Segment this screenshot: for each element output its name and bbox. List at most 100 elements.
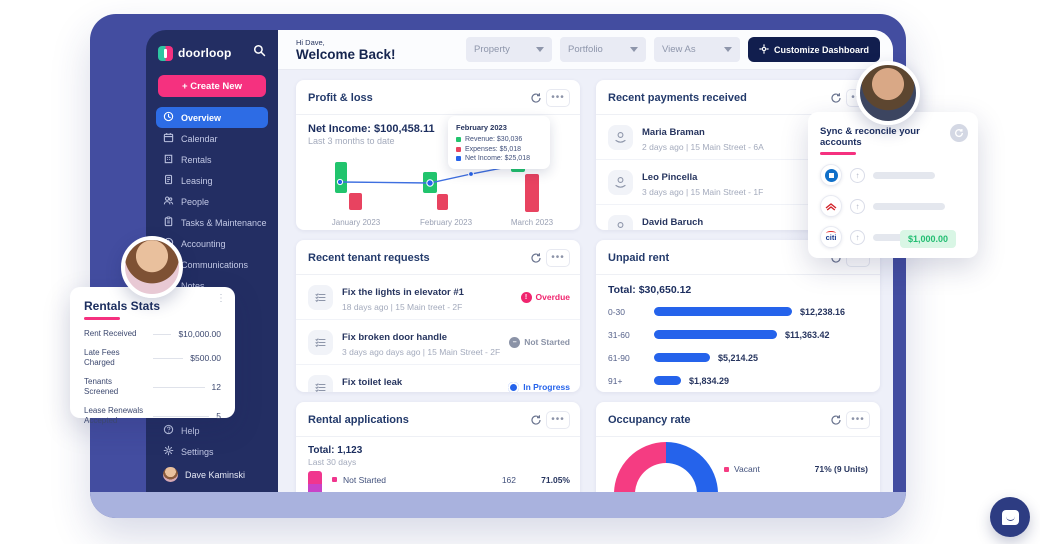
more-options-button[interactable]: ⋮ [216, 293, 226, 304]
sidebar-user[interactable]: Dave Kaminski [156, 462, 268, 484]
unpaid-rent-row: 31-60 $11,363.42 [608, 329, 830, 340]
payment-detail: 2 days ago | 15 Main Street - 6A [642, 142, 764, 152]
applications-stacked-bar [308, 471, 322, 492]
not-started-icon: – [509, 336, 521, 348]
request-row[interactable]: Fix broken door handle 3 days ago days ag… [296, 320, 580, 365]
payment-row[interactable]: Leo Pincella 3 days ago | 15 Main Street … [596, 160, 880, 205]
refresh-icon[interactable] [526, 411, 546, 429]
sync-popup-title: Sync & reconcile your accounts [820, 126, 920, 148]
chat-widget-button[interactable] [990, 497, 1030, 537]
request-detail: 18 days ago | 15 Main treet - 2F [342, 302, 463, 312]
overview-icon [163, 111, 174, 124]
greeting: Hi Dave, Welcome Back! [296, 38, 396, 62]
main-content: Hi Dave, Welcome Back! Property Portfoli… [278, 30, 893, 492]
people-icon [163, 195, 174, 208]
checklist-icon [308, 374, 333, 392]
more-options-button[interactable]: ••• [546, 89, 570, 107]
x-label: February 2023 [419, 218, 473, 227]
rentals-stats-title: Rentals Stats [84, 299, 161, 313]
legend-row: Vacant 71% (9 Units) [724, 464, 868, 474]
top-bar: Hi Dave, Welcome Back! Property Portfoli… [278, 30, 893, 70]
applications-total: Total: 1,123 [308, 445, 363, 456]
sidebar-item-settings[interactable]: Settings [156, 441, 268, 462]
property-filter-dropdown[interactable]: Property [465, 37, 552, 62]
sync-reconcile-popup: Sync & reconcile your accounts ↑ ↑ citi … [808, 112, 978, 258]
chat-icon [1001, 509, 1019, 525]
sidebar-item-tasks[interactable]: Tasks & Maintenance [156, 212, 268, 233]
overdue-icon: ! [520, 291, 532, 303]
payment-icon [608, 124, 633, 150]
sidebar-item-people[interactable]: People [156, 191, 268, 212]
card-title: Unpaid rent [608, 252, 670, 264]
sync-refresh-button[interactable] [950, 124, 968, 142]
title-underline [84, 317, 120, 320]
rentals-stats-popup: Rentals Stats ⋮ Rent Received $10,000.00… [70, 287, 235, 425]
upload-icon[interactable]: ↑ [850, 229, 865, 245]
checklist-icon [308, 329, 333, 355]
man-avatar-photo [856, 61, 920, 125]
sidebar-item-calendar[interactable]: Calendar [156, 128, 268, 149]
legend-row: Not Started 162 71.05% [332, 471, 570, 488]
dashboard-grid: Profit & loss ••• Net Income: $100,458.1… [278, 70, 893, 492]
create-new-button[interactable]: + Create New [158, 75, 266, 97]
card-title: Profit & loss [308, 92, 373, 104]
request-title: Fix toilet leak [342, 377, 403, 388]
card-title: Occupancy rate [608, 414, 691, 426]
sidebar-item-rentals[interactable]: Rentals [156, 149, 268, 170]
unpaid-rent-row: 0-30 $12,238.16 [608, 306, 846, 317]
profit-loss-card: Profit & loss ••• Net Income: $100,458.1… [296, 80, 580, 230]
more-options-button[interactable]: ••• [546, 411, 570, 429]
calendar-icon [163, 132, 174, 145]
refresh-icon[interactable] [526, 249, 546, 267]
payer-name: Maria Braman [642, 127, 705, 138]
search-icon[interactable] [253, 44, 266, 62]
request-row[interactable]: Fix the lights in elevator #1 18 days ago… [296, 275, 580, 320]
card-title: Recent payments received [608, 92, 747, 104]
net-income-swatch [456, 156, 461, 161]
customize-dashboard-button[interactable]: Customize Dashboard [747, 37, 880, 62]
sidebar-item-overview[interactable]: Overview [156, 107, 268, 128]
reconcile-amount: $1,000.00 [899, 230, 956, 248]
portfolio-filter-dropdown[interactable]: Portfolio [559, 37, 646, 62]
doorloop-logo[interactable]: doorloop [158, 45, 232, 61]
expenses-swatch [456, 146, 461, 152]
x-label: March 2023 [510, 218, 554, 227]
citi-bank-icon[interactable]: citi [820, 226, 842, 248]
greeting-small: Hi Dave, [296, 37, 325, 47]
unpaid-rent-row: 61-90 $5,214.25 [608, 352, 759, 363]
not-started-swatch [332, 477, 337, 482]
tasks-icon [163, 216, 174, 229]
upload-icon[interactable]: ↑ [850, 167, 865, 183]
account-placeholder-bar [873, 202, 945, 210]
stat-row: Late Fees Charged $500.00 [84, 348, 221, 367]
upload-icon[interactable]: ↑ [850, 198, 865, 214]
bank-of-america-icon[interactable] [820, 195, 842, 217]
chevron-down-icon [723, 47, 732, 52]
in-progress-icon [508, 381, 520, 392]
bank-row: ↑ [820, 164, 966, 186]
chase-bank-icon[interactable] [820, 164, 842, 186]
bar-0-30 [654, 307, 792, 316]
refresh-icon[interactable] [526, 89, 546, 107]
unpaid-rent-row: 91+ $1,834.29 [608, 375, 730, 386]
refresh-icon[interactable] [826, 89, 846, 107]
sidebar-item-leasing[interactable]: Leasing [156, 170, 268, 191]
undecided-segment [308, 484, 322, 492]
tenant-requests-card: Recent tenant requests ••• Fix the light… [296, 240, 580, 392]
payment-row[interactable]: David Baruch5 days ago |15 Main Street -… [596, 205, 880, 230]
stat-row: Tenants Screened 12 [84, 377, 221, 396]
app-window: doorloop + Create New Overview Calendar [146, 30, 893, 492]
revenue-swatch [456, 137, 461, 142]
chart-tooltip: February 2023 Revenue: $30,036 Expenses:… [448, 116, 550, 169]
status-badge-overdue: ! Overdue [520, 291, 570, 303]
chevron-down-icon [629, 47, 638, 52]
request-row[interactable]: Fix toilet leak5 days ago | 15 Main Stre… [296, 365, 580, 392]
sidebar-item-help[interactable]: Help [156, 420, 268, 441]
more-options-button[interactable]: ••• [546, 249, 570, 267]
unpaid-rent-card: Unpaid rent ••• Total: $30,650.12 0-30 $… [596, 240, 880, 392]
view-as-dropdown[interactable]: View As [653, 37, 740, 62]
refresh-icon[interactable] [826, 411, 846, 429]
payment-row[interactable]: Maria Braman 2 days ago | 15 Main Street … [596, 115, 880, 160]
leader-line [153, 357, 184, 359]
more-options-button[interactable]: ••• [846, 411, 870, 429]
